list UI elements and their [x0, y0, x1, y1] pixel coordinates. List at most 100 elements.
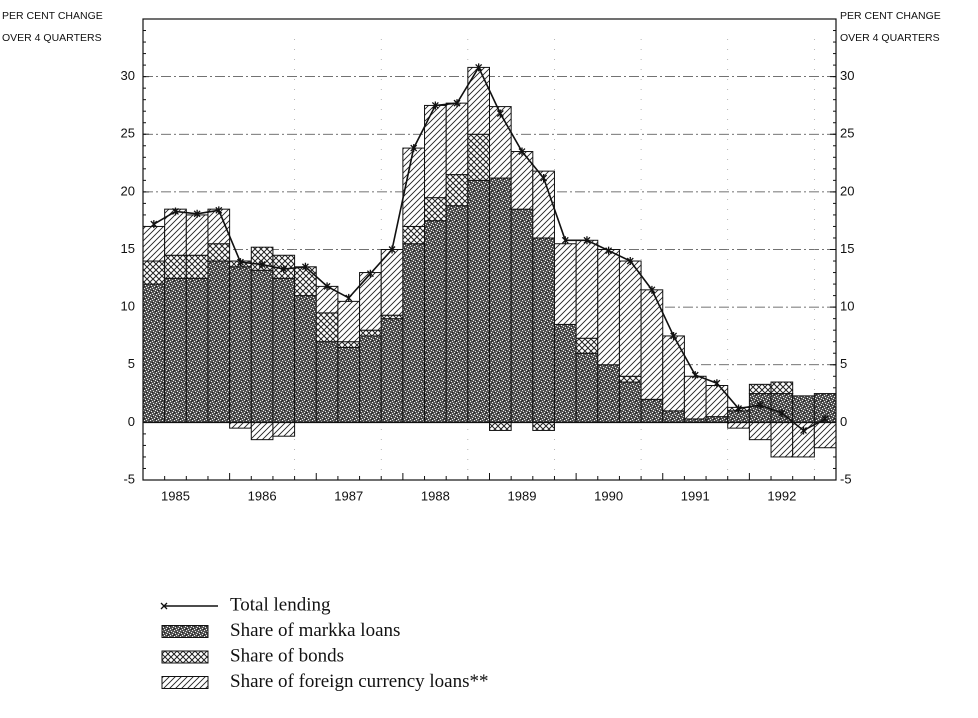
bar-segment	[359, 329, 382, 337]
bar-segment	[553, 323, 577, 423]
x-tick-label: 1991	[681, 488, 710, 503]
bar-segment	[575, 239, 599, 339]
legend-swatch	[161, 650, 209, 664]
bar-segment	[467, 133, 490, 181]
y2-tick-label: 25	[840, 126, 854, 141]
bar-segment	[445, 174, 469, 207]
y-tick-label: 15	[121, 241, 135, 256]
bar-segment	[185, 214, 209, 256]
bar-segment	[532, 421, 555, 431]
bar-segment	[727, 410, 750, 423]
bar-segment	[510, 208, 534, 423]
bar-segment	[748, 383, 772, 395]
marker	[366, 269, 374, 278]
y-axis-label: OVER 4 QUARTERS	[2, 32, 102, 44]
bar-segment	[705, 416, 729, 423]
bar-segment	[315, 341, 339, 423]
bar-segment	[770, 381, 794, 395]
marker	[821, 414, 829, 423]
bar-segment	[424, 220, 447, 423]
bar-segment	[532, 170, 555, 239]
bar-segment	[575, 337, 599, 354]
y2-tick-label: 15	[840, 241, 854, 256]
bar-segment	[229, 266, 252, 423]
bar-segment	[640, 398, 664, 423]
marker	[605, 246, 613, 255]
bar-segment	[813, 421, 837, 449]
legend-label: Share of bonds	[230, 645, 344, 666]
marker	[215, 206, 223, 215]
bar-segment	[272, 277, 296, 423]
marker	[670, 331, 678, 340]
bar-segment	[467, 66, 490, 135]
marker	[756, 401, 764, 410]
bar-segment	[164, 254, 187, 279]
bar-segment	[489, 177, 512, 423]
bar-segment	[337, 300, 361, 343]
marker	[561, 236, 569, 245]
bar-segment	[683, 375, 707, 420]
bar-segment	[164, 277, 187, 423]
bar-segment	[229, 421, 252, 429]
bar-segment	[445, 205, 469, 423]
y-tick-label: 0	[128, 414, 135, 429]
marker	[345, 293, 353, 302]
marker	[453, 99, 461, 108]
legend-label: Share of markka loans	[230, 620, 400, 641]
bar-segment	[489, 421, 512, 431]
marker	[626, 257, 634, 266]
marker	[172, 207, 179, 216]
bar-segment	[294, 266, 317, 297]
bar-segment	[380, 249, 404, 316]
y2-tick-label: 30	[840, 68, 854, 83]
x-tick-label: 1987	[334, 488, 363, 503]
y2-tick-label: -5	[840, 471, 852, 486]
marker	[800, 426, 807, 435]
marker	[496, 109, 504, 118]
marker	[388, 245, 396, 254]
bar-segment	[618, 260, 642, 377]
marker	[193, 209, 201, 218]
x-tick-label: 1989	[508, 488, 537, 503]
legend-swatch	[161, 676, 209, 689]
y-tick-label: -5	[123, 471, 135, 486]
bar-segment	[272, 421, 296, 437]
y2-tick-label: 20	[840, 183, 854, 198]
marker	[778, 409, 786, 418]
bar-segment	[185, 277, 209, 423]
y-tick-label: 5	[128, 356, 135, 371]
bar-segment	[532, 237, 555, 423]
y-axis-label: PER CENT CHANGE	[2, 10, 103, 22]
bar-segment	[597, 249, 620, 366]
bar-segment	[770, 421, 794, 458]
bar-segment	[207, 243, 231, 262]
bar-segment	[142, 283, 166, 423]
marker	[540, 174, 548, 183]
marker	[431, 101, 439, 110]
y-tick-label: 30	[121, 68, 135, 83]
marker	[323, 282, 331, 291]
bar-segment	[553, 243, 577, 325]
bar-segment	[142, 225, 166, 262]
y2-axis-label: PER CENT CHANGE	[840, 10, 941, 22]
marker	[258, 260, 266, 269]
bar-segment	[380, 314, 404, 320]
marker	[475, 63, 483, 72]
marker	[150, 220, 158, 229]
legend-label: Total lending	[230, 594, 331, 615]
marker	[236, 258, 244, 267]
marker	[583, 236, 591, 245]
y-tick-label: 20	[121, 183, 135, 198]
bar-segment	[402, 243, 426, 423]
bar-segment	[315, 312, 339, 343]
marker	[648, 285, 656, 294]
bar-segment	[424, 197, 447, 222]
bar-segment	[337, 341, 361, 348]
marker	[518, 147, 526, 156]
bar-segment	[207, 260, 231, 423]
marker	[301, 262, 309, 271]
bar-segment	[467, 179, 490, 423]
bar-segment	[250, 269, 274, 423]
legend-swatch	[161, 625, 209, 638]
